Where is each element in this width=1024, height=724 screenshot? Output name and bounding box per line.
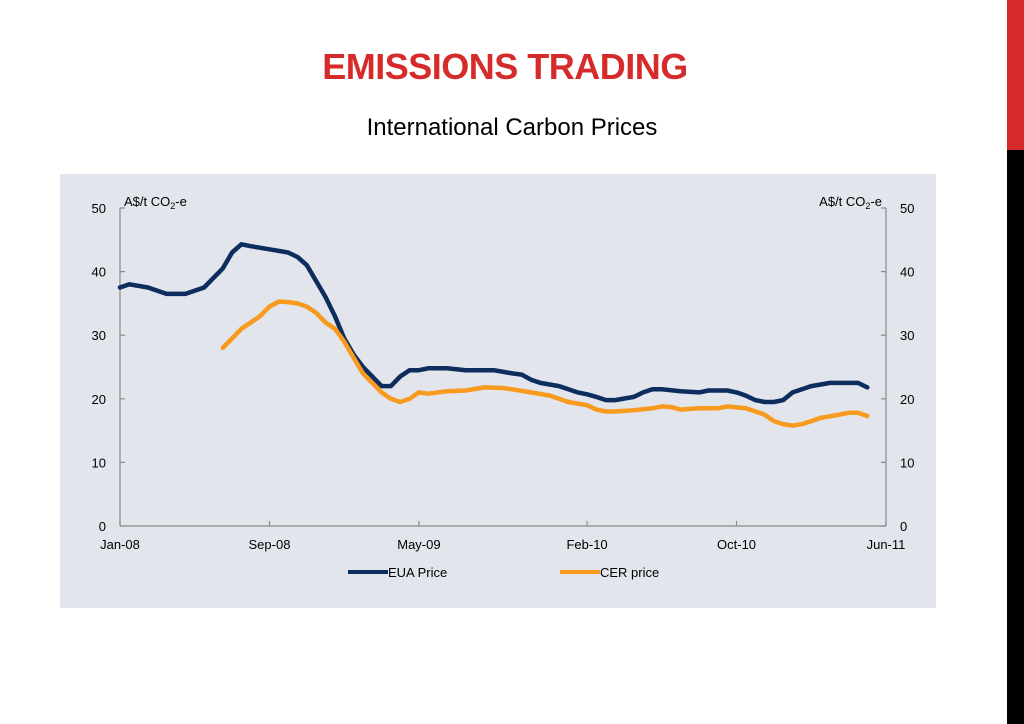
y-tick-label-right: 20	[900, 392, 914, 407]
y-tick-label-left: 50	[92, 201, 106, 216]
x-tick-label: May-09	[397, 537, 440, 552]
y-tick-label-right: 30	[900, 328, 914, 343]
y-tick-label-left: 40	[92, 265, 106, 280]
y-tick-label-right: 40	[900, 265, 914, 280]
x-tick-label: Jun-11	[867, 537, 906, 552]
y-tick-label-left: 0	[99, 519, 106, 534]
legend: EUA Price CER price	[348, 565, 659, 580]
chart-panel: 0 0 10 10 20 20 30 30 40 40 50 50 Jan-08 Sep-08 May-09…	[60, 174, 936, 608]
y-tick-label-left: 20	[92, 392, 106, 407]
right-axis-unit: A$/t CO2-e	[819, 194, 882, 211]
tick-group: 0 0 10 10 20 20 30 30 40 40 50 50 Jan-08 Sep-08 May-09…	[92, 201, 915, 552]
axes	[119, 208, 887, 527]
x-tick-label: Sep-08	[249, 537, 291, 552]
series-group	[117, 242, 870, 428]
left-axis-unit: A$/t CO2-e	[124, 194, 187, 211]
y-tick-label-right: 10	[900, 455, 914, 470]
series-line-eua	[117, 242, 870, 405]
page-title: EMISSIONS TRADING	[322, 46, 688, 87]
y-tick-label-right: 0	[900, 519, 907, 534]
x-tick-label: Feb-10	[566, 537, 607, 552]
y-tick-label-left: 30	[92, 328, 106, 343]
chart-subtitle: International Carbon Prices	[366, 114, 658, 141]
legend-label-cer: CER price	[600, 565, 659, 580]
series-line-cer	[220, 299, 870, 428]
legend-label-eua: EUA Price	[388, 565, 447, 580]
y-tick-label-left: 10	[92, 455, 106, 470]
accent-bar-black	[1007, 150, 1024, 724]
accent-bar-red	[1007, 0, 1024, 150]
x-tick-label: Jan-08	[100, 537, 140, 552]
price-chart: 0 0 10 10 20 20 30 30 40 40 50 50 Jan-08 Sep-08 May-09…	[92, 194, 915, 580]
x-tick-label: Oct-10	[717, 537, 756, 552]
y-tick-label-right: 50	[900, 201, 914, 216]
